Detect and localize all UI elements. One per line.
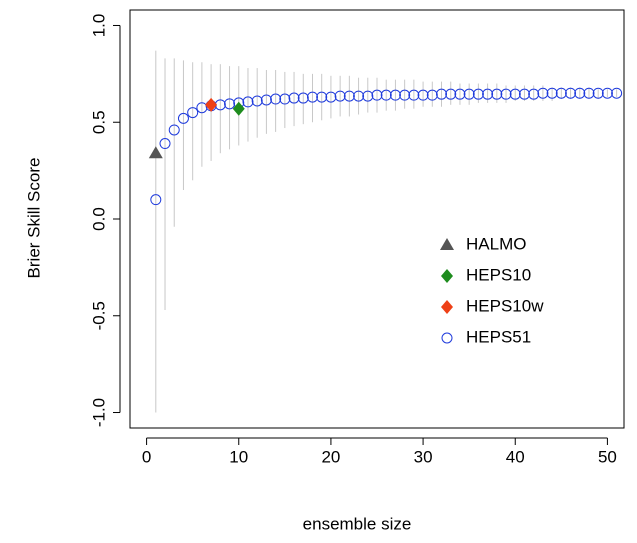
legend-symbol bbox=[441, 332, 453, 344]
point bbox=[601, 87, 613, 99]
point bbox=[224, 98, 236, 110]
point bbox=[232, 101, 245, 116]
x-tick-label: 0 bbox=[142, 447, 151, 466]
y-tick-label: 0.5 bbox=[89, 110, 108, 134]
legend-symbol bbox=[441, 269, 453, 283]
point bbox=[288, 92, 300, 104]
point bbox=[353, 90, 365, 102]
point bbox=[583, 87, 595, 99]
point bbox=[389, 89, 401, 101]
point bbox=[168, 124, 180, 136]
point bbox=[436, 88, 448, 100]
point bbox=[316, 91, 328, 103]
point bbox=[491, 88, 503, 100]
point bbox=[546, 87, 558, 99]
legend-label: HEPS10w bbox=[466, 296, 544, 315]
point bbox=[362, 90, 374, 102]
point bbox=[472, 88, 484, 100]
point bbox=[500, 88, 512, 100]
point bbox=[399, 89, 411, 101]
x-axis-label: ensemble size bbox=[303, 514, 412, 533]
point bbox=[426, 89, 438, 101]
point bbox=[509, 88, 521, 100]
point bbox=[260, 94, 272, 106]
point bbox=[205, 97, 218, 112]
point bbox=[380, 89, 392, 101]
y-tick-label: 0.0 bbox=[89, 207, 108, 231]
x-tick-label: 10 bbox=[229, 447, 248, 466]
point bbox=[242, 96, 254, 108]
point bbox=[306, 91, 318, 103]
point bbox=[297, 92, 309, 104]
point bbox=[528, 88, 540, 100]
point bbox=[417, 89, 429, 101]
point bbox=[187, 107, 199, 119]
point bbox=[343, 90, 355, 102]
point bbox=[454, 88, 466, 100]
point bbox=[537, 87, 549, 99]
x-tick-label: 50 bbox=[598, 447, 617, 466]
legend-label: HALMO bbox=[466, 234, 526, 253]
point bbox=[159, 138, 171, 150]
legend-symbol bbox=[441, 300, 453, 314]
y-tick-label: 1.0 bbox=[89, 14, 108, 38]
point bbox=[518, 88, 530, 100]
y-tick-label: -1.0 bbox=[89, 398, 108, 427]
point bbox=[251, 95, 263, 107]
plot-frame bbox=[129, 9, 625, 429]
point bbox=[555, 87, 567, 99]
point bbox=[445, 88, 457, 100]
point bbox=[148, 146, 163, 159]
legend-symbol bbox=[440, 238, 454, 250]
legend: HALMO HEPS10 HEPS10w HEPS51 bbox=[440, 234, 544, 346]
point bbox=[463, 88, 475, 100]
point bbox=[177, 112, 189, 124]
y-axis-label: Brier Skill Score bbox=[24, 158, 43, 279]
point bbox=[270, 93, 282, 105]
x-tick-label: 40 bbox=[506, 447, 525, 466]
x-tick-label: 20 bbox=[321, 447, 340, 466]
y-tick-label: -0.5 bbox=[89, 301, 108, 330]
point bbox=[592, 87, 604, 99]
point bbox=[611, 87, 623, 99]
point bbox=[565, 87, 577, 99]
point bbox=[574, 87, 586, 99]
point bbox=[150, 194, 162, 206]
legend-label: HEPS51 bbox=[466, 327, 531, 346]
point bbox=[325, 91, 337, 103]
x-tick-label: 30 bbox=[414, 447, 433, 466]
point bbox=[279, 93, 291, 105]
point bbox=[482, 88, 494, 100]
legend-label: HEPS10 bbox=[466, 265, 531, 284]
point bbox=[408, 89, 420, 101]
point bbox=[371, 89, 383, 101]
point bbox=[334, 90, 346, 102]
